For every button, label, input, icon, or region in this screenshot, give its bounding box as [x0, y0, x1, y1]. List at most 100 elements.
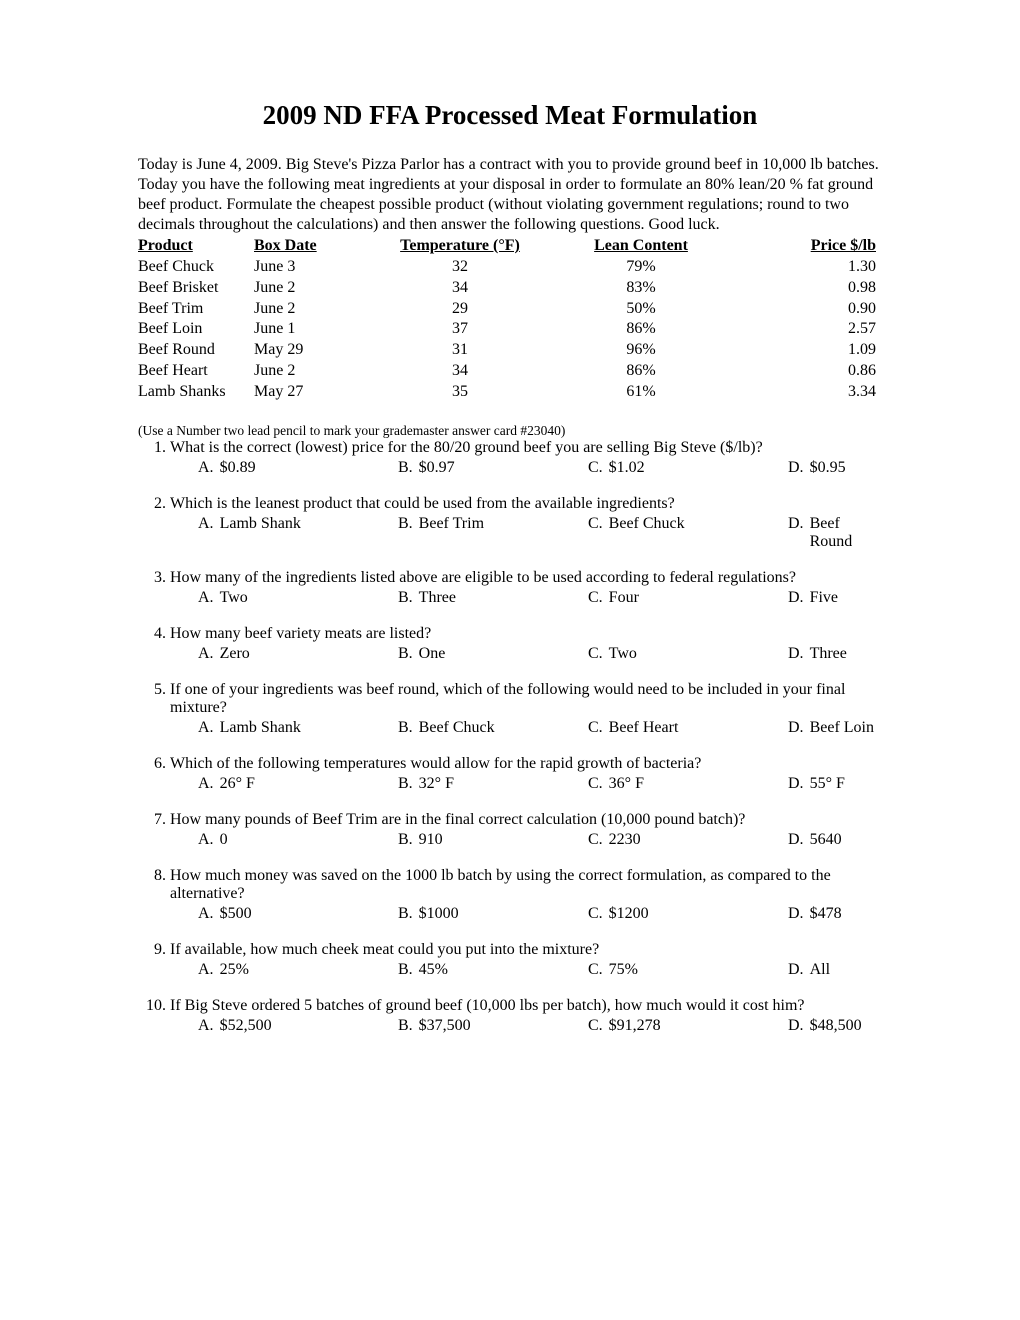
question-block: 5.If one of your ingredients was beef ro… — [138, 681, 882, 737]
question-number: 4. — [138, 625, 170, 643]
choice-a: A.Two — [198, 589, 398, 607]
choice-label: D. — [788, 905, 810, 923]
choice-a: A.Lamb Shank — [198, 515, 398, 551]
choice-text: $0.95 — [810, 459, 846, 477]
choice-label: A. — [198, 645, 220, 663]
choice-d: D.Three — [788, 645, 882, 663]
choice-a: A.$0.89 — [198, 459, 398, 477]
choice-label: D. — [788, 459, 810, 477]
choice-text: Five — [810, 589, 838, 607]
choice-label: A. — [198, 831, 220, 849]
choices-row: A.$0.89B.$0.97C.$1.02D.$0.95 — [198, 459, 882, 477]
choice-label: C. — [588, 589, 609, 607]
question-number: 8. — [138, 867, 170, 903]
document-page: 2009 ND FFA Processed Meat Formulation T… — [0, 0, 1020, 1113]
choice-text: 75% — [609, 961, 638, 979]
choice-label: D. — [788, 645, 810, 663]
choice-a: A.Zero — [198, 645, 398, 663]
choice-text: 45% — [419, 961, 448, 979]
choice-text: $0.97 — [419, 459, 455, 477]
choice-label: A. — [198, 905, 220, 923]
choice-c: C.$1200 — [588, 905, 788, 923]
cell-temperature: 32 — [370, 257, 556, 278]
choice-text: $1000 — [419, 905, 459, 923]
question-text: Which is the leanest product that could … — [170, 495, 882, 513]
choices-row: A.$52,500B.$37,500C.$91,278D.$48,500 — [198, 1017, 882, 1035]
choice-label: C. — [588, 775, 609, 793]
choice-label: D. — [788, 961, 810, 979]
cell-product: Beef Heart — [138, 361, 254, 382]
choice-label: B. — [398, 589, 419, 607]
choice-text: $500 — [220, 905, 252, 923]
choice-text: Three — [810, 645, 847, 663]
choice-text: Lamb Shank — [220, 719, 301, 737]
cell-product: Beef Round — [138, 340, 254, 361]
col-product: Product — [138, 237, 254, 257]
choices-row: A.TwoB.ThreeC.FourD.Five — [198, 589, 882, 607]
choice-text: 5640 — [810, 831, 842, 849]
questions-section: 1.What is the correct (lowest) price for… — [138, 439, 882, 1035]
choice-d: D.Beef Round — [788, 515, 882, 551]
cell-temperature: 35 — [370, 382, 556, 403]
choices-row: A.ZeroB.OneC.TwoD.Three — [198, 645, 882, 663]
table-row: Beef TrimJune 22950%0.90 — [138, 299, 882, 320]
choice-label: B. — [398, 905, 419, 923]
question-text: How many pounds of Beef Trim are in the … — [170, 811, 882, 829]
choice-label: A. — [198, 459, 220, 477]
choice-text: Two — [609, 645, 637, 663]
question-block: 8.How much money was saved on the 1000 l… — [138, 867, 882, 923]
choice-d: D.55° F — [788, 775, 882, 793]
cell-box-date: May 27 — [254, 382, 370, 403]
choice-label: B. — [398, 645, 419, 663]
choice-b: B.Beef Trim — [398, 515, 588, 551]
cell-product: Beef Trim — [138, 299, 254, 320]
question-row: 6.Which of the following temperatures wo… — [138, 755, 882, 773]
cell-price: 1.09 — [732, 340, 882, 361]
choices-row: A.Lamb ShankB.Beef ChuckC.Beef HeartD.Be… — [198, 719, 882, 737]
choice-c: C.36° F — [588, 775, 788, 793]
question-row: 5.If one of your ingredients was beef ro… — [138, 681, 882, 717]
question-number: 1. — [138, 439, 170, 457]
choice-text: Zero — [220, 645, 250, 663]
cell-lean: 50% — [556, 299, 732, 320]
choice-label: A. — [198, 961, 220, 979]
question-number: 10. — [138, 997, 170, 1015]
cell-box-date: June 1 — [254, 319, 370, 340]
choice-d: D.$0.95 — [788, 459, 882, 477]
question-row: 10.If Big Steve ordered 5 batches of gro… — [138, 997, 882, 1015]
cell-box-date: June 2 — [254, 278, 370, 299]
choice-d: D.$478 — [788, 905, 882, 923]
cell-temperature: 34 — [370, 278, 556, 299]
choice-label: A. — [198, 589, 220, 607]
choice-text: Beef Trim — [419, 515, 484, 551]
ingredients-table: Product Box Date Temperature (°F) Lean C… — [138, 237, 882, 403]
choice-c: C.Beef Heart — [588, 719, 788, 737]
question-block: 2.Which is the leanest product that coul… — [138, 495, 882, 551]
question-text: How many beef variety meats are listed? — [170, 625, 882, 643]
choice-d: D.Five — [788, 589, 882, 607]
cell-lean: 79% — [556, 257, 732, 278]
choices-row: A.Lamb ShankB.Beef TrimC.Beef ChuckD.Bee… — [198, 515, 882, 551]
choice-label: B. — [398, 831, 419, 849]
table-row: Beef RoundMay 293196%1.09 — [138, 340, 882, 361]
question-block: 6.Which of the following temperatures wo… — [138, 755, 882, 793]
cell-box-date: June 2 — [254, 361, 370, 382]
choice-c: C.Two — [588, 645, 788, 663]
choice-c: C.75% — [588, 961, 788, 979]
choice-text: 0 — [220, 831, 228, 849]
choice-text: 2230 — [609, 831, 641, 849]
choice-text: Beef Chuck — [609, 515, 685, 551]
cell-temperature: 31 — [370, 340, 556, 361]
choice-b: B.45% — [398, 961, 588, 979]
choice-label: A. — [198, 515, 220, 551]
choice-label: B. — [398, 515, 419, 551]
choice-text: Lamb Shank — [220, 515, 301, 551]
question-row: 1.What is the correct (lowest) price for… — [138, 439, 882, 457]
choices-row: A.$500 B.$1000 C.$1200D.$478 — [198, 905, 882, 923]
choice-label: C. — [588, 645, 609, 663]
question-text: What is the correct (lowest) price for t… — [170, 439, 882, 457]
choice-text: Beef Round — [810, 515, 882, 551]
choice-c: C.Four — [588, 589, 788, 607]
choice-text: All — [810, 961, 830, 979]
cell-box-date: June 3 — [254, 257, 370, 278]
